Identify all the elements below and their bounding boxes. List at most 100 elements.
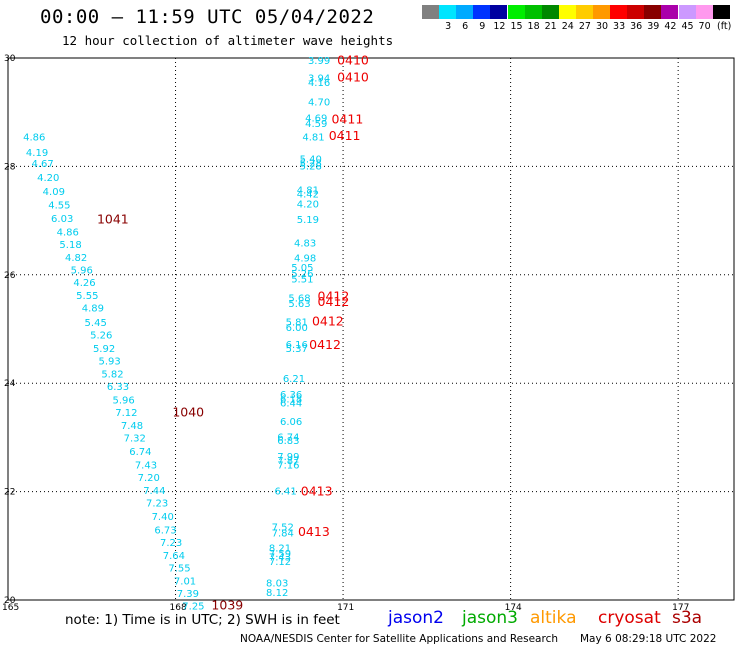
swh-value: 5.45 <box>85 318 107 329</box>
pass-time-label: 0411 <box>331 112 363 127</box>
swh-value: 6.16 <box>286 340 308 351</box>
swh-value: 4.55 <box>48 200 70 211</box>
colorbar-label: 36 <box>630 21 643 32</box>
pass-time-label: 0412 <box>309 337 341 352</box>
swh-value: 6.83 <box>277 436 299 447</box>
swh-value: 7.16 <box>277 461 299 472</box>
swh-value: 4.26 <box>73 278 95 289</box>
swh-value: 5.51 <box>291 275 313 286</box>
swh-value: 6.33 <box>107 382 129 393</box>
map-grid <box>7 57 734 601</box>
swh-value: 4.20 <box>297 199 319 210</box>
colorbar-label: 70 <box>698 21 711 32</box>
swh-value: 3.99 <box>308 56 330 67</box>
swh-value: 5.18 <box>59 240 81 251</box>
swh-value: 6.21 <box>283 374 305 385</box>
colorbar-unit: (ft) <box>717 21 732 32</box>
swh-value: 6.18 <box>280 394 302 405</box>
colorbar-swatch <box>473 5 491 19</box>
colorbar-label: 42 <box>664 21 677 32</box>
pass-time-label: 0412 <box>312 313 344 328</box>
lon-tick-label: 171 <box>337 603 354 613</box>
swh-value: 7.52 <box>272 522 294 533</box>
satellite-jason3: jason3 <box>462 608 518 628</box>
colorbar-swatch <box>439 5 457 19</box>
colorbar-swatch <box>644 5 662 19</box>
swh-value: 7.84 <box>272 528 294 539</box>
swh-value: 4.67 <box>32 159 54 170</box>
swh-value: 7.39 <box>177 589 199 600</box>
swh-value: 7.48 <box>121 421 143 432</box>
swh-value: 4.81 <box>297 186 319 197</box>
page-subtitle: 12 hour collection of altimeter wave hei… <box>62 33 394 48</box>
pass-time-label: 0410 <box>337 53 369 68</box>
swh-value: 7.20 <box>138 473 160 484</box>
swh-value: 4.89 <box>82 303 104 314</box>
colorbar-label: 27 <box>578 21 591 32</box>
swh-value: 7.99 <box>277 452 299 463</box>
swh-value: 8.12 <box>266 588 288 599</box>
swh-value: 7.23 <box>160 538 182 549</box>
colorbar-swatch <box>524 5 542 19</box>
colorbar-label: 30 <box>595 21 609 32</box>
swh-value: 7.25 <box>182 601 204 612</box>
colorbar-label: 12 <box>493 21 506 32</box>
swh-value: 4.20 <box>37 173 59 184</box>
colorbar-label: 3 <box>445 21 452 32</box>
colorbar-swatch <box>507 5 525 19</box>
lon-tick-label: 168 <box>170 603 187 613</box>
colorbar-swatch <box>695 5 713 19</box>
swh-value: 7.01 <box>174 576 196 587</box>
swh-value: 4.70 <box>308 97 330 108</box>
swh-value: 4.16 <box>308 78 330 89</box>
swh-value: 5.92 <box>93 344 115 355</box>
swh-value: 6.44 <box>280 399 302 410</box>
swh-value: 8.21 <box>269 543 291 554</box>
pass-time-label: 1040 <box>172 404 204 419</box>
swh-value: 8.03 <box>266 579 288 590</box>
pass-time-labels: 0410041004110411104104120412041204121040… <box>97 53 369 613</box>
pass-time-label: 1039 <box>211 597 243 612</box>
colorbar-label: 24 <box>561 21 574 32</box>
colorbar-label: 39 <box>647 21 660 32</box>
swh-value: 7.55 <box>168 563 190 574</box>
colorbar-swatch <box>593 5 610 19</box>
swh-value: 5.63 <box>288 299 310 310</box>
colorbar-swatch <box>661 5 679 19</box>
colorbar-swatch <box>678 5 696 19</box>
swh-value: 7.32 <box>124 433 146 444</box>
lat-tick-label: 26 <box>4 271 16 281</box>
credit-text: NOAA/NESDIS Center for Satellite Applica… <box>240 633 558 645</box>
swh-value: 5.28 <box>300 161 322 172</box>
generated-timestamp: May 6 08:29:18 UTC 2022 <box>580 633 717 645</box>
swh-value: 5.05 <box>291 263 313 274</box>
satellite-cryosat: cryosat <box>598 608 661 628</box>
swh-value: 4.42 <box>297 190 319 201</box>
colorbar-swatch <box>610 5 628 19</box>
swh-value: 5.37 <box>286 344 308 355</box>
lat-tick-label: 24 <box>4 379 16 389</box>
colorbar-swatch <box>575 5 593 19</box>
swh-value: 5.81 <box>286 317 308 328</box>
colorbar-swatch <box>456 5 474 19</box>
colorbar-label: 6 <box>462 21 469 32</box>
pass-time-label: 0413 <box>298 524 330 539</box>
colorbar-swatch <box>712 5 730 19</box>
swh-value: 4.83 <box>294 238 316 249</box>
swh-value: 7.64 <box>163 551 185 562</box>
swh-value: 7.43 <box>135 461 157 472</box>
swh-value: 5.55 <box>76 291 98 302</box>
colorbar-label: 21 <box>544 21 557 32</box>
colorbar-swatch <box>490 5 508 19</box>
swh-value: 6.06 <box>280 417 302 428</box>
swh-value: 6.03 <box>51 214 73 225</box>
pass-time-label: 0412 <box>318 288 350 303</box>
swh-value: 5.26 <box>90 330 112 341</box>
satellite-altika: altika <box>530 608 577 628</box>
colorbar-label: 18 <box>527 21 540 32</box>
swh-value: 3.94 <box>308 74 330 85</box>
swh-value: 7.87 <box>277 456 299 467</box>
lon-tick-label: 177 <box>672 603 689 613</box>
swh-value: 7.12 <box>115 408 137 419</box>
